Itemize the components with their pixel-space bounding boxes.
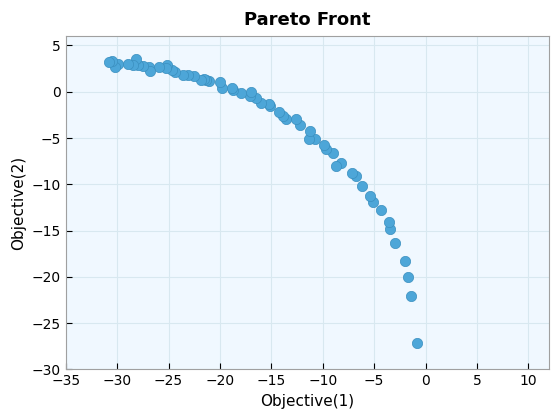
Point [162,65,171,72]
Point [217,85,226,92]
Title: Pareto Front: Pareto Front [244,11,371,29]
Point [264,101,273,108]
Point [167,66,176,73]
Point [155,64,164,71]
Point [163,62,172,68]
Point [170,68,179,75]
Point [205,77,214,84]
Point [385,218,394,225]
Point [306,127,315,134]
Point [352,173,361,179]
Point [144,64,153,71]
Point [368,199,377,205]
Y-axis label: Objective(2): Objective(2) [11,156,26,250]
Point [385,226,394,233]
Point [377,206,386,213]
Point [391,239,400,246]
Point [236,90,245,97]
Point [282,116,291,123]
Point [403,274,412,281]
Point [178,71,187,78]
Point [278,113,287,120]
Point [406,293,415,299]
X-axis label: Objective(1): Objective(1) [260,394,354,409]
Point [348,169,357,176]
Point [105,59,114,66]
Point [132,56,141,63]
Point [320,141,329,148]
Point [108,58,116,65]
Point [337,159,346,166]
Point [123,60,132,67]
Point [296,122,305,129]
Point [251,94,260,101]
Point [196,76,205,83]
Point [311,136,320,142]
Point [111,63,120,70]
Point [139,63,148,69]
Point [228,87,237,93]
Point [128,62,137,68]
Point [329,149,338,156]
Point [322,146,331,152]
Point [266,102,275,109]
Point [228,85,237,92]
Point [114,61,123,68]
Point [189,73,198,79]
Point [291,115,300,122]
Point [400,257,409,264]
Point [256,100,265,106]
Point [412,339,421,346]
Point [246,88,255,95]
Point [357,183,366,189]
Point [274,109,283,116]
Point [184,71,193,78]
Point [365,193,374,199]
Point [304,136,313,142]
Point [201,76,210,83]
Point [200,75,209,82]
Point [145,68,154,74]
Point [216,79,225,86]
Point [332,163,340,170]
Point [133,62,142,69]
Point [245,93,254,100]
